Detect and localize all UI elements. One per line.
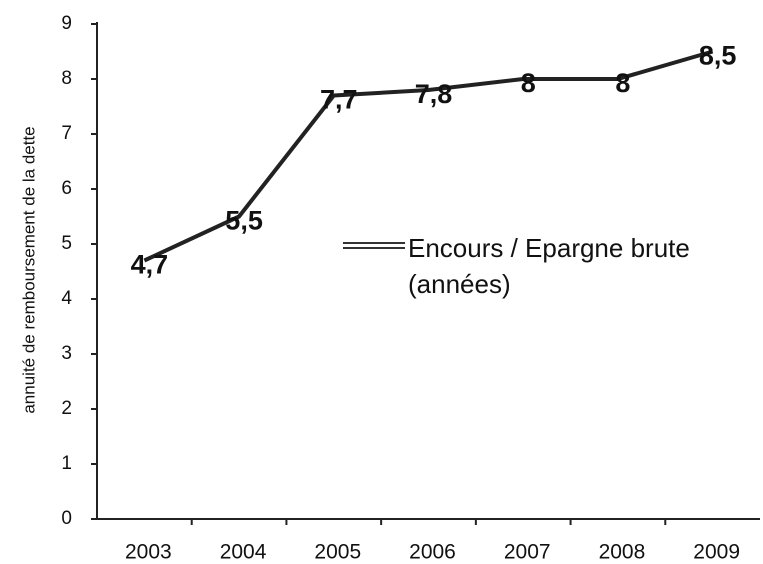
y-tick-label: 2	[61, 398, 72, 419]
y-tick-label: 5	[61, 233, 72, 254]
legend-label: Encours / Epargne brute (années)	[408, 233, 690, 299]
y-tick-label: 3	[61, 343, 72, 364]
y-tick-label: 1	[61, 453, 72, 474]
x-tick-label: 2004	[220, 541, 267, 564]
x-tick-label: 2006	[409, 541, 456, 564]
x-tick-label: 2007	[504, 541, 551, 564]
y-tick-label: 8	[61, 68, 72, 89]
y-tick-label: 6	[61, 178, 72, 199]
data-label: 5,5	[225, 206, 263, 236]
y-axis-label: annuité de remboursement de la dette	[19, 126, 38, 413]
data-label: 8	[521, 68, 536, 98]
x-tick-label: 2003	[125, 541, 172, 564]
series-line	[143, 49, 714, 263]
data-label: 8	[615, 68, 630, 98]
y-tick-label: 7	[61, 123, 72, 144]
data-label: 4,7	[131, 250, 169, 280]
data-label: 8,5	[699, 41, 737, 71]
x-tick-label: 2005	[314, 541, 361, 564]
data-label: 7,7	[320, 85, 358, 115]
x-tick-label: 2009	[693, 541, 740, 564]
y-tick-label: 9	[61, 13, 72, 34]
y-tick-label: 0	[61, 508, 72, 529]
x-tick-label: 2008	[599, 541, 646, 564]
y-tick-label: 4	[61, 288, 72, 309]
data-label: 7,8	[415, 79, 453, 109]
